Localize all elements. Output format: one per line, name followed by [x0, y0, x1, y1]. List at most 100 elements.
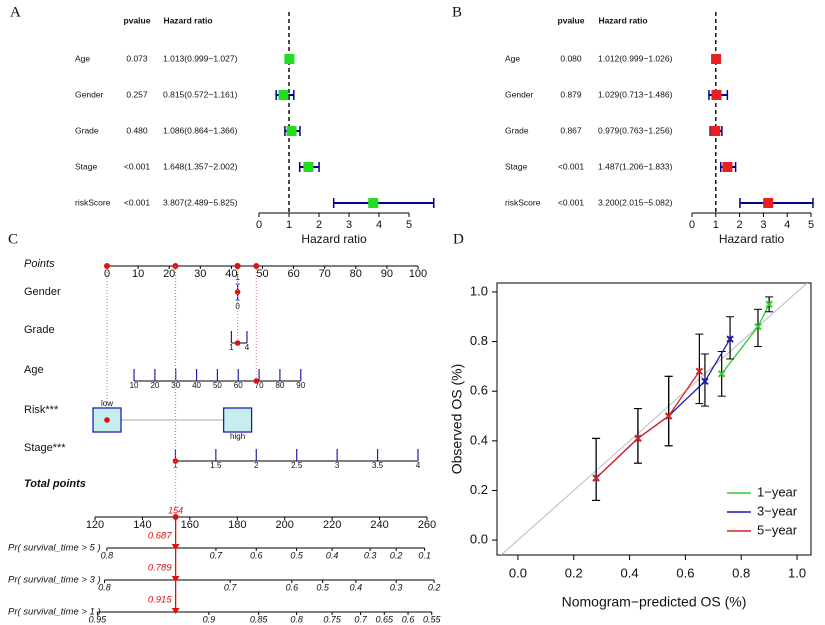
hr-box: [711, 90, 722, 100]
calibration-point: [592, 474, 600, 482]
x-tick-label: 0.6: [676, 565, 694, 580]
row-label: Age: [24, 364, 44, 376]
pvalue: <0.001: [558, 197, 585, 207]
total-tick-label: 220: [323, 519, 341, 531]
calibration-point: [726, 335, 734, 343]
row-label: Stage: [75, 161, 97, 171]
prediction-tick-label: 0.7: [210, 550, 224, 560]
hr-box: [763, 198, 774, 208]
variable-tick-label: 20: [150, 381, 159, 390]
hazard-ratio-text: 1.086(0.864−1.366): [163, 125, 238, 135]
row-label: riskScore: [75, 197, 111, 207]
x-tick-label: 3: [760, 219, 766, 231]
category-label: low: [101, 399, 113, 408]
x-tick-label: 1: [286, 219, 292, 231]
points-tick-label: 80: [350, 268, 362, 280]
prediction-tick-label: 0.65: [376, 614, 395, 624]
hr-box: [711, 54, 722, 64]
x-tick-label: 3: [346, 219, 352, 231]
x-tick-label: 0.4: [621, 565, 639, 580]
points-tick-label: 40: [225, 268, 237, 280]
pvalue: <0.001: [124, 197, 151, 207]
x-tick-label: 5: [406, 219, 412, 231]
pvalue: 0.879: [560, 89, 582, 99]
prediction-tick-label: 0.3: [390, 582, 403, 592]
row-label: Grade: [24, 324, 55, 336]
calibration-point: [695, 367, 704, 376]
variable-tick-label: 30: [171, 381, 180, 390]
pvalue: <0.001: [558, 161, 585, 171]
pvalue: 0.867: [560, 125, 582, 135]
x-tick-label: 4: [784, 219, 790, 231]
y-tick-label: 1.0: [470, 283, 488, 298]
points-tick-label: 60: [287, 268, 299, 280]
variable-tick-label: 1.5: [210, 461, 222, 470]
variable-tick-label: 3.5: [372, 461, 384, 470]
calibration-line: [595, 370, 700, 479]
total-tick-label: 140: [133, 519, 151, 531]
row-label: Points: [24, 258, 55, 270]
legend-box: [721, 480, 807, 551]
row-label: Gender: [24, 286, 61, 298]
variable-tick-label: 3: [335, 461, 340, 470]
row-label: Age: [75, 53, 90, 63]
hazard-ratio-text: 0.815(0.572−1.161): [163, 89, 238, 99]
y-tick-label: 0.0: [470, 532, 488, 547]
variable-tick-label: 40: [192, 381, 201, 390]
calibration-point: [634, 434, 642, 443]
category-label: high: [230, 432, 245, 441]
panel-label: C: [8, 231, 18, 247]
prediction-tick-label: 0.6: [286, 582, 299, 592]
pvalue: 0.073: [126, 53, 148, 63]
calibration-point: [754, 322, 762, 331]
variable-tick-label: 4: [245, 343, 250, 352]
y-tick-label: 0.2: [470, 482, 488, 497]
hr-box: [286, 126, 297, 136]
hazard-ratio-text: 1.012(0.999−1.026): [598, 53, 673, 63]
points-tick-label: 100: [409, 268, 427, 280]
prediction-tick-label: 0.2: [428, 582, 441, 592]
prediction-tick-label: 0.95: [89, 614, 108, 624]
row-label: Pr( survival_time > 5 ): [8, 543, 101, 554]
variable-tick-label: 70: [255, 381, 264, 390]
selected-point: [253, 263, 260, 269]
variable-tick-label: 1: [173, 461, 178, 470]
hazard-ratio-text: 3.807(2.489−5.825): [163, 197, 238, 207]
variable-tick-label: 80: [275, 381, 284, 390]
total-value: 154: [168, 505, 183, 515]
column-header: pvalue: [558, 15, 585, 25]
prediction-marker: [171, 544, 180, 550]
prediction-tick-label: 0.7: [224, 582, 238, 592]
points-tick-label: 10: [132, 268, 144, 280]
prediction-marker: [171, 608, 180, 614]
prediction-tick-label: 0.2: [390, 550, 403, 560]
x-tick-label: 0.0: [509, 565, 527, 580]
prediction-tick-label: 0.8: [98, 582, 111, 592]
variable-tick-label: 50: [213, 381, 222, 390]
prediction-tick-label: 0.55: [423, 614, 442, 624]
variable-tick-label: 0: [235, 302, 240, 311]
hr-box: [722, 162, 733, 172]
panel-label: A: [10, 4, 21, 20]
panel-label: D: [453, 231, 464, 247]
prediction-tick-label: 0.7: [354, 614, 368, 624]
row-label: Risk***: [24, 404, 59, 416]
row-label: Pr( survival_time > 1 ): [8, 607, 101, 618]
hr-box: [710, 126, 721, 136]
y-axis-title: Observed OS (%): [449, 364, 465, 474]
calibration-point: [664, 412, 673, 420]
total-tick-label: 180: [228, 519, 246, 531]
selected-point: [234, 263, 241, 269]
variable-tick-label: 2.5: [291, 461, 303, 470]
hazard-ratio-text: 1.648(1.357−2.002): [163, 161, 238, 171]
selected-point: [104, 263, 110, 269]
calibration-point: [765, 300, 773, 309]
variable-tick-label: 1: [235, 273, 240, 282]
points-tick-label: 20: [163, 268, 175, 280]
legend-label: 3−year: [757, 503, 798, 518]
prediction-tick-label: 0.5: [290, 550, 304, 560]
prediction-tick-label: 0.8: [290, 614, 303, 624]
x-axis-title: Nomogram−predicted OS (%): [562, 594, 747, 610]
hr-box: [284, 54, 295, 64]
points-tick-label: 90: [381, 268, 393, 280]
